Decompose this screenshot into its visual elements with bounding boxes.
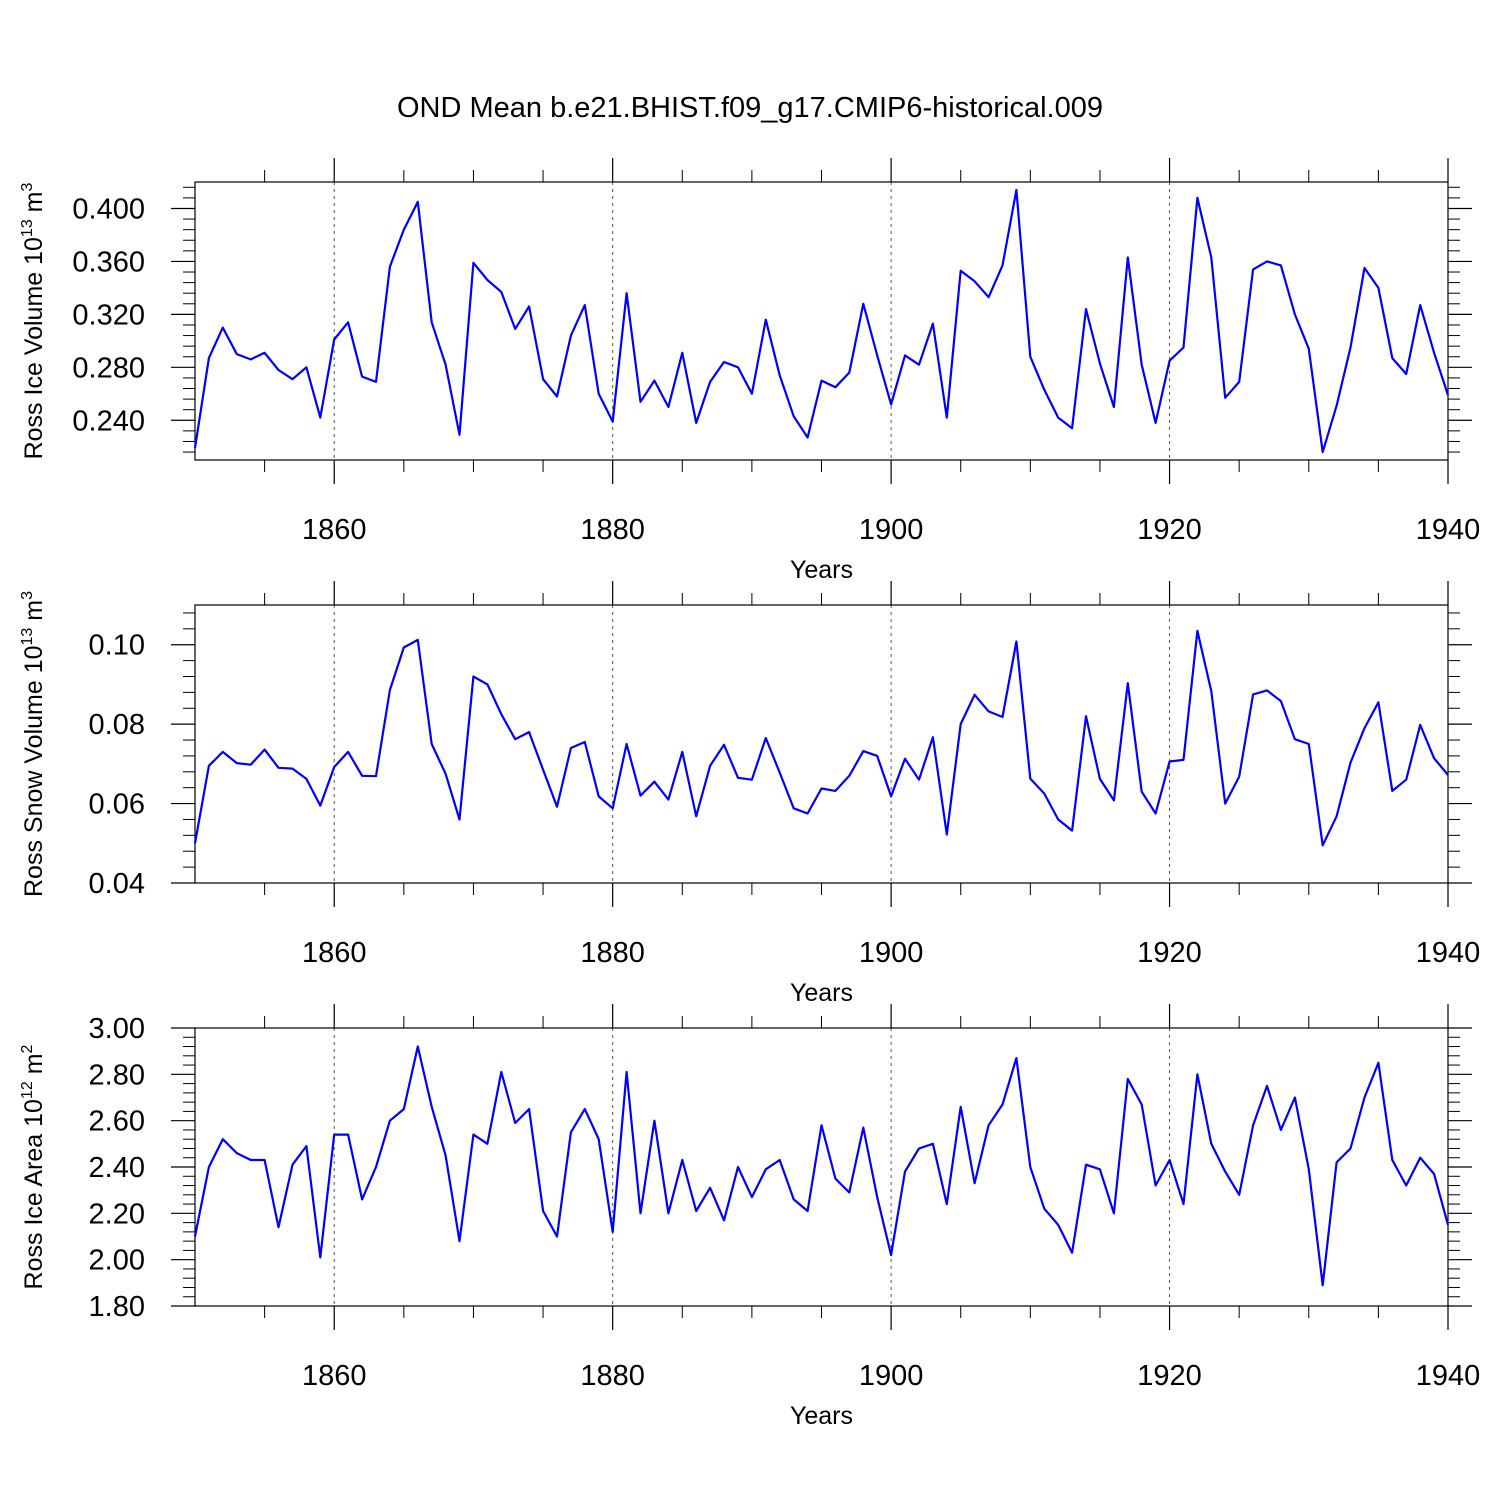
y-tick-label: 0.10: [89, 630, 145, 662]
y-axis-label-exponent: 13: [19, 628, 36, 646]
y-axis-label: Ross Ice Volume 1013 m3: [19, 182, 48, 459]
y-tick-label: 3.00: [89, 1013, 145, 1045]
x-axis-label: Years: [790, 979, 853, 1007]
y-tick-label: 2.00: [89, 1245, 145, 1277]
panel-1: 1860 1880 1900 1920 1940 0.240 0.280 0.320 0.360…: [19, 158, 1480, 584]
y-axis-label-unit-exponent: 3: [19, 182, 36, 191]
y-axis-label-unit: m: [20, 191, 48, 219]
y-tick-label: 0.360: [72, 246, 145, 278]
x-tick-label: 1880: [580, 514, 645, 546]
y-axis-label: Ross Snow Volume 1013 m3: [19, 591, 48, 897]
y-tick-label: 2.20: [89, 1198, 145, 1230]
y-tick-label: 0.240: [72, 405, 145, 437]
x-tick-label: 1900: [859, 514, 924, 546]
x-tick-label: 1860: [302, 1360, 367, 1392]
y-axis-label-unit: m: [20, 600, 48, 628]
plot-frame: [194, 604, 1449, 884]
y-axis-label-base: Ross Snow Volume 10: [20, 645, 48, 897]
chart-title: OND Mean b.e21.BHIST.f09_g17.CMIP6-histo…: [396, 92, 1103, 124]
y-axis-label-unit: m: [20, 1053, 48, 1081]
y-axis-label-unit-exponent: 2: [19, 1044, 36, 1053]
x-tick-label: 1880: [580, 937, 645, 969]
x-tick-label: 1940: [1416, 514, 1481, 546]
y-axis-label-exponent: 12: [19, 1081, 36, 1099]
y-tick-label: 0.280: [72, 352, 145, 384]
x-tick-label: 1860: [302, 514, 367, 546]
y-axis-label-exponent: 13: [19, 219, 36, 237]
y-axis-label: Ross Ice Area 1012 m2: [19, 1044, 48, 1289]
y-tick-label: 0.08: [89, 709, 145, 741]
x-tick-label: 1920: [1137, 1360, 1202, 1392]
x-tick-label: 1920: [1137, 514, 1202, 546]
y-tick-label: 2.60: [89, 1106, 145, 1138]
plot-frame: [194, 1027, 1449, 1307]
series-line: [193, 1045, 1450, 1287]
panel-3: 1860 1880 1900 1920 1940 1.80 2.00 2.20 2.40 2.60…: [19, 1004, 1480, 1430]
y-tick-label: 0.04: [89, 868, 145, 900]
x-tick-label: 1920: [1137, 937, 1202, 969]
x-axis-label: Years: [790, 1402, 853, 1430]
panel-2: 1860 1880 1900 1920 1940 0.04 0.06 0.08 0.10 Year…: [19, 581, 1480, 1007]
y-tick-label: 0.400: [72, 193, 145, 225]
y-axis-label-unit-exponent: 3: [19, 591, 36, 600]
y-tick-label: 1.80: [89, 1291, 145, 1323]
y-tick-label: 0.320: [72, 299, 145, 331]
y-tick-label: 2.80: [89, 1059, 145, 1091]
y-axis-label-base: Ross Ice Area 10: [20, 1099, 48, 1289]
y-tick-label: 2.40: [89, 1152, 145, 1184]
x-tick-label: 1880: [580, 1360, 645, 1392]
x-tick-label: 1940: [1416, 1360, 1481, 1392]
x-tick-label: 1900: [859, 937, 924, 969]
series-line: [193, 629, 1449, 847]
x-axis-label: Years: [790, 556, 853, 584]
y-tick-label: 0.06: [89, 789, 145, 821]
x-tick-label: 1900: [859, 1360, 924, 1392]
y-axis-label-base: Ross Ice Volume 10: [20, 237, 48, 459]
x-tick-label: 1940: [1416, 937, 1481, 969]
x-tick-label: 1860: [302, 937, 367, 969]
series-line: [193, 188, 1450, 454]
